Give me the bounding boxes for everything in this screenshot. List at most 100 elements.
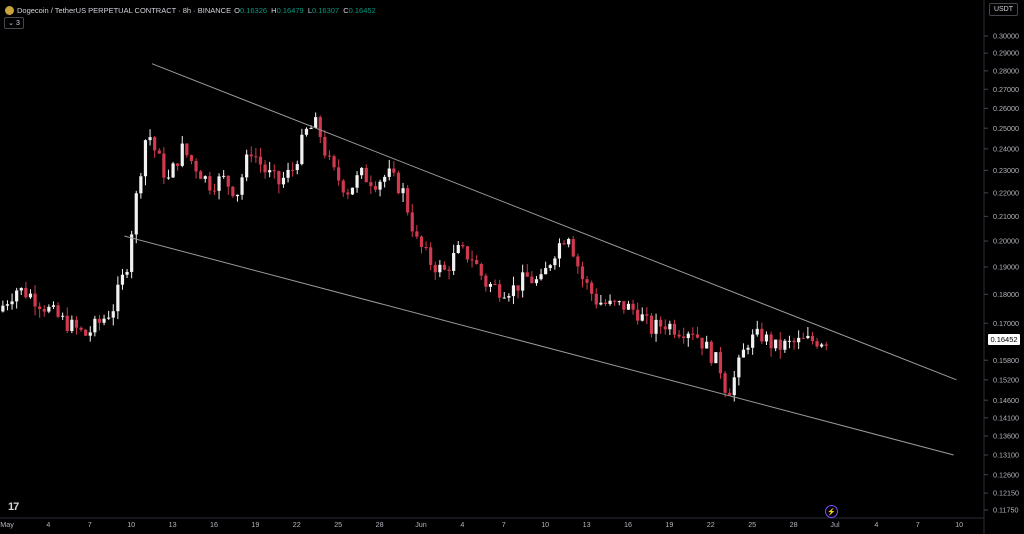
- symbol-title[interactable]: Dogecoin / TetherUS PERPETUAL CONTRACT ·…: [17, 5, 232, 15]
- candle-down: [42, 309, 46, 312]
- time-tick-label: 22: [293, 520, 301, 529]
- candle-down: [424, 246, 428, 248]
- candle-down: [590, 282, 594, 294]
- candle-down: [153, 137, 157, 151]
- candle-down: [84, 329, 88, 336]
- price-tick-label: 0.29000: [993, 49, 1019, 58]
- candle-down: [484, 275, 488, 287]
- candle-down: [525, 272, 529, 277]
- candle-up: [557, 243, 562, 259]
- candle-up: [171, 163, 175, 178]
- candle-up: [107, 317, 111, 319]
- candle-down: [341, 180, 345, 193]
- candle-up: [245, 154, 249, 178]
- price-axis[interactable]: 0.30000 0.29000 0.28000 0.27000 0.26000 0.250…: [984, 32, 1019, 515]
- candle-up: [741, 349, 746, 358]
- price-tick-label: 0.21000: [993, 212, 1019, 221]
- candle-up: [378, 181, 382, 190]
- candle-up: [125, 271, 129, 275]
- candle-up: [93, 318, 97, 333]
- price-tick-label: 0.18000: [993, 290, 1019, 299]
- tradingview-logo-icon: 17: [8, 501, 19, 513]
- candle-down: [258, 156, 263, 165]
- candle-up: [387, 168, 391, 177]
- trendline-lower: [124, 235, 954, 456]
- time-axis[interactable]: May 4 7 10 13 16 19 22 25 28 Jun 4 7 10 13 16 19 22 25 28 Ju…: [0, 520, 963, 529]
- candle-up: [626, 303, 631, 310]
- candle-down: [695, 334, 700, 338]
- trendline-upper: [151, 63, 957, 381]
- candle-down: [682, 336, 686, 339]
- candle-up: [544, 268, 548, 275]
- candle-down: [498, 284, 502, 298]
- candle-down: [79, 327, 83, 330]
- candle-down: [718, 352, 723, 374]
- candle-up: [787, 340, 792, 342]
- candle-down: [38, 306, 42, 310]
- candle-up: [511, 285, 516, 297]
- candle-up: [148, 137, 152, 141]
- candle-down: [709, 341, 713, 364]
- candle-up: [401, 188, 405, 194]
- time-tick-label: 10: [955, 520, 963, 529]
- time-tick-label: 7: [88, 520, 92, 529]
- time-tick-label: 4: [874, 520, 878, 529]
- candle-up: [746, 347, 750, 350]
- currency-button[interactable]: USDT: [988, 3, 1018, 16]
- indicators-toggle[interactable]: ⌄ 3: [4, 17, 24, 29]
- price-tick-label: 0.23000: [993, 166, 1019, 175]
- open-value: 0.16326: [239, 5, 268, 15]
- dogecoin-icon: [5, 5, 14, 15]
- candle-up: [102, 318, 106, 323]
- candle-down: [700, 337, 704, 349]
- candle-up: [732, 377, 736, 396]
- price-tick-label: 0.11750: [993, 506, 1018, 515]
- candle-up: [268, 170, 272, 173]
- candle-down: [157, 150, 161, 154]
- candle-down: [580, 266, 585, 280]
- candle-down: [530, 276, 534, 284]
- candle-up: [548, 265, 552, 269]
- price-tick-label: 0.19000: [993, 263, 1019, 272]
- candle-down: [249, 154, 253, 157]
- price-tick-label: 0.13600: [993, 432, 1019, 441]
- candle-up: [452, 253, 456, 271]
- candle-up: [502, 297, 506, 299]
- candle-down: [97, 318, 102, 323]
- candle-up: [488, 283, 493, 287]
- candle-up: [617, 301, 621, 303]
- candle-down: [562, 243, 566, 245]
- candle-down: [801, 337, 805, 339]
- candle-up: [355, 175, 359, 188]
- candle-up: [567, 239, 571, 245]
- time-tick-label: 16: [624, 520, 632, 529]
- candle-up: [281, 177, 286, 185]
- candle-up: [714, 352, 718, 364]
- candle-down: [815, 341, 819, 347]
- candle-down: [723, 373, 727, 393]
- candle-down: [571, 239, 575, 257]
- candle-down: [442, 264, 447, 270]
- lightning-icon[interactable]: ⚡: [825, 505, 838, 518]
- price-tick-label: 0.17000: [993, 319, 1019, 328]
- price-tick-label: 0.12600: [993, 470, 1019, 479]
- candle-up: [797, 337, 801, 343]
- candle-down: [337, 167, 341, 181]
- candle-up: [553, 258, 557, 266]
- candle-up: [668, 323, 672, 330]
- candle-up: [751, 334, 755, 348]
- candle-up: [539, 274, 543, 280]
- candle-up: [70, 319, 74, 332]
- candle-down: [659, 319, 663, 327]
- time-tick-label: 7: [502, 520, 506, 529]
- low-value: 0.16307: [311, 5, 340, 15]
- candle-down: [824, 344, 828, 346]
- last-price-label: 0.16452: [988, 334, 1020, 345]
- candle-down: [415, 231, 419, 237]
- candle-down: [728, 392, 732, 396]
- time-tick-label: 13: [169, 520, 177, 529]
- ohlc-readout: O0.16326 H0.16479 L0.16307 C0.16452: [234, 6, 378, 15]
- price-tick-label: 0.20000: [993, 237, 1019, 246]
- candle-up: [774, 339, 778, 349]
